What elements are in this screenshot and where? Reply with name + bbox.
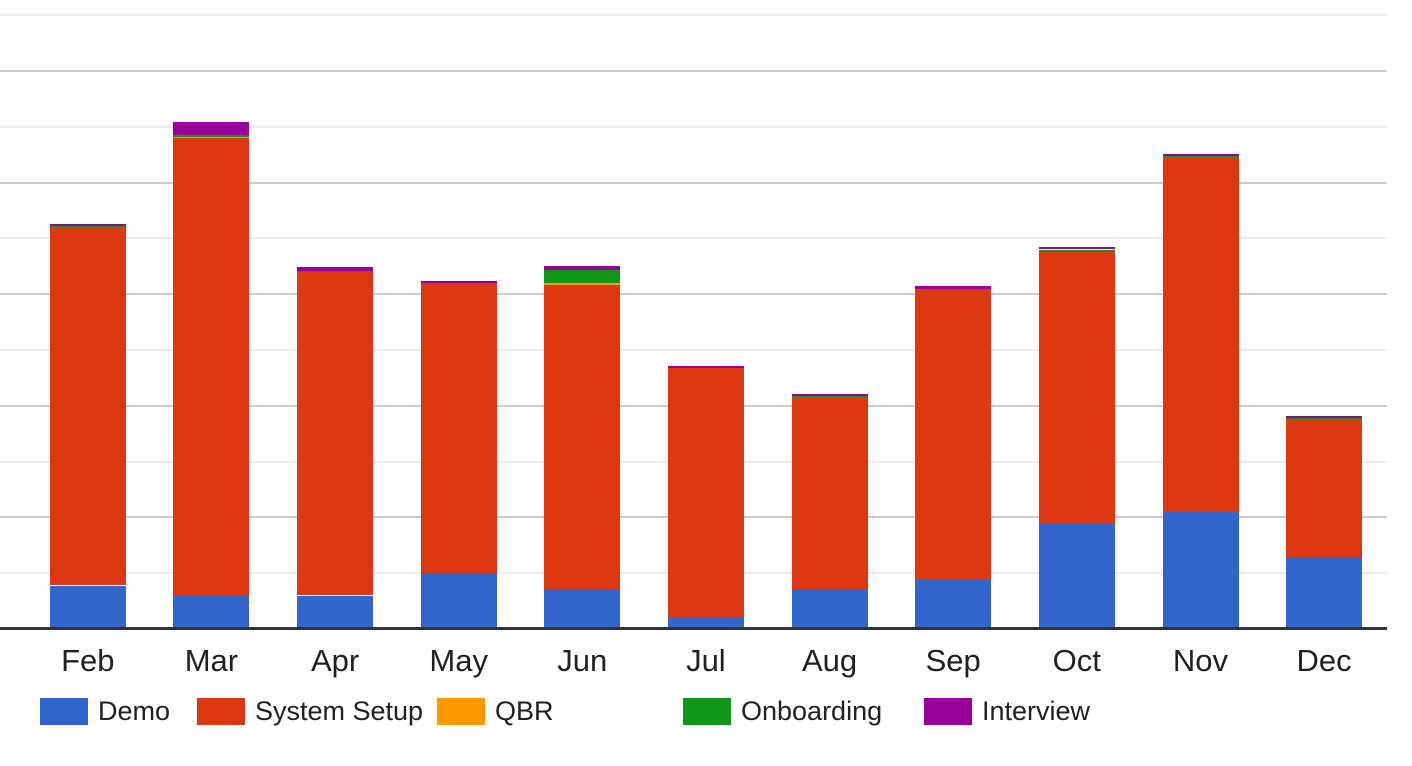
bar-segment-mar-onboarding[interactable] <box>173 134 250 137</box>
legend-label-system-setup: System Setup <box>255 696 424 726</box>
bar-segment-dec-system-setup[interactable] <box>1286 419 1363 558</box>
x-axis-label-nov: Nov <box>1172 643 1229 678</box>
bar-segment-oct-system-setup[interactable] <box>1038 250 1115 525</box>
bar-segment-jul-system-setup[interactable] <box>667 367 744 618</box>
x-axis-label-aug: Aug <box>802 643 858 678</box>
bar-segment-may-onboarding[interactable] <box>420 283 497 285</box>
bar-segment-feb-onboarding[interactable] <box>49 226 126 228</box>
minor-gridline <box>0 125 1387 128</box>
legend-label-demo: Demo <box>98 696 171 726</box>
bar-segment-nov-demo[interactable] <box>1162 511 1239 629</box>
x-axis-label-feb: Feb <box>61 643 115 678</box>
bar-segment-feb-demo[interactable] <box>49 585 126 629</box>
x-axis-baseline <box>0 626 1387 630</box>
bar-segment-oct-onboarding[interactable] <box>1038 249 1115 251</box>
major-gridline <box>0 293 1387 296</box>
bar-segment-oct-interview[interactable] <box>1038 247 1115 250</box>
bar-segment-aug-demo[interactable] <box>791 588 868 629</box>
bar-segment-oct-demo[interactable] <box>1038 524 1115 629</box>
bar-segment-mar-qbr[interactable] <box>173 136 250 138</box>
legend-label-qbr: QBR <box>495 696 554 726</box>
minor-gridline <box>0 349 1387 351</box>
bar-segment-may-interview[interactable] <box>420 280 497 283</box>
minor-gridline <box>0 14 1387 17</box>
bar-segment-nov-onboarding[interactable] <box>1162 155 1239 157</box>
legend-swatch-interview <box>924 698 972 725</box>
x-axis-label-dec: Dec <box>1296 643 1352 678</box>
bar-segment-jun-interview[interactable] <box>544 266 621 270</box>
major-gridline <box>0 70 1387 72</box>
bar-segment-may-demo[interactable] <box>420 574 497 629</box>
bar-segment-jun-qbr[interactable] <box>544 283 621 286</box>
major-gridline <box>0 181 1387 184</box>
bar-segment-jul-demo[interactable] <box>667 617 744 629</box>
minor-gridline <box>0 237 1387 240</box>
bar-segment-jun-onboarding[interactable] <box>544 269 621 283</box>
bar-segment-mar-system-setup[interactable] <box>173 138 250 596</box>
bar-segment-jun-demo[interactable] <box>544 589 621 629</box>
x-axis-label-mar: Mar <box>184 643 239 678</box>
bar-segment-sep-demo[interactable] <box>915 578 992 629</box>
legend-swatch-demo <box>40 698 88 725</box>
bar-segment-aug-interview[interactable] <box>791 393 868 396</box>
bar-segment-jun-system-setup[interactable] <box>544 285 621 590</box>
legend-swatch-onboarding <box>683 698 731 725</box>
bar-segment-sep-interview[interactable] <box>915 286 992 289</box>
bar-segment-apr-demo[interactable] <box>297 595 374 629</box>
bar-segment-mar-interview[interactable] <box>173 122 250 135</box>
x-axis-label-jun: Jun <box>557 643 608 678</box>
legend-swatch-qbr <box>437 698 485 725</box>
bar-segment-dec-interview[interactable] <box>1286 415 1363 418</box>
legend-swatch-system-setup <box>197 698 245 725</box>
legend-label-onboarding: Onboarding <box>741 696 883 726</box>
bar-segment-apr-onboarding[interactable] <box>297 270 374 272</box>
bar-segment-apr-system-setup[interactable] <box>297 271 374 596</box>
bar-segment-nov-system-setup[interactable] <box>1162 156 1239 512</box>
x-axis-label-sep: Sep <box>925 643 981 678</box>
bar-segment-mar-demo[interactable] <box>173 595 250 629</box>
legend-label-interview: Interview <box>982 696 1091 726</box>
bar-segment-sep-onboarding[interactable] <box>915 288 992 290</box>
bar-segment-dec-demo[interactable] <box>1286 557 1363 629</box>
bar-segment-apr-interview[interactable] <box>297 267 374 271</box>
bar-segment-dec-onboarding[interactable] <box>1286 418 1363 420</box>
bar-segment-feb-system-setup[interactable] <box>49 227 126 586</box>
x-axis-label-oct: Oct <box>1052 643 1101 678</box>
x-axis-label-may: May <box>429 643 488 678</box>
x-axis-label-apr: Apr <box>310 643 360 678</box>
bar-segment-aug-system-setup[interactable] <box>791 396 868 589</box>
bar-segment-sep-system-setup[interactable] <box>915 289 992 579</box>
bar-segment-nov-interview[interactable] <box>1162 153 1239 156</box>
bar-segment-jul-interview[interactable] <box>667 365 744 368</box>
bar-segment-feb-interview[interactable] <box>49 223 126 227</box>
x-axis-label-jul: Jul <box>686 643 726 678</box>
bar-segment-may-system-setup[interactable] <box>420 284 497 575</box>
bar-segment-aug-onboarding[interactable] <box>791 395 868 397</box>
